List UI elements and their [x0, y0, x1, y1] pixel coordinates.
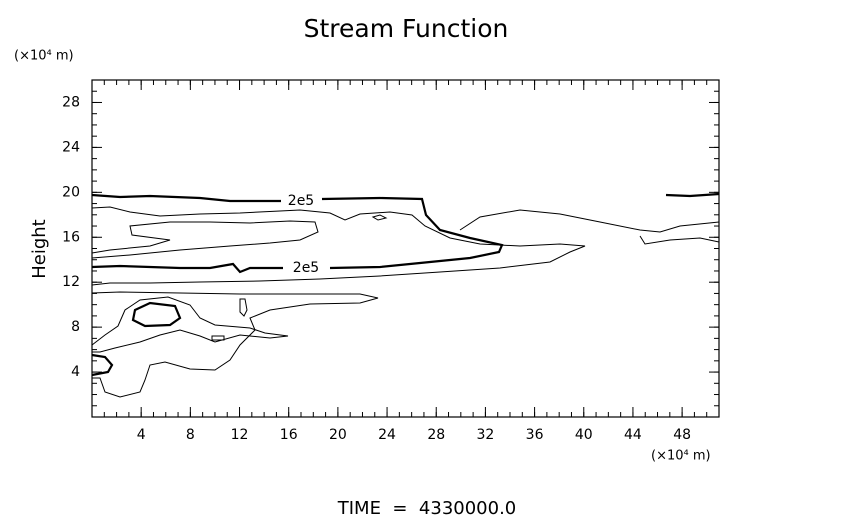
contour-line [459, 209, 720, 233]
plot-frame [91, 79, 720, 418]
contour-line [91, 296, 289, 353]
contour-label: 2e5 [288, 193, 314, 209]
contour-line [91, 220, 319, 259]
contour-line [91, 193, 504, 274]
contour-line [91, 206, 586, 286]
x-tick-label: 8 [186, 427, 195, 443]
x-tick-label: 12 [231, 427, 249, 443]
x-tick-label: 32 [476, 427, 494, 443]
x-unit: (×10⁴ m) [651, 449, 711, 464]
contours-level: 2e5 2e5 [91, 192, 720, 377]
y-tick-label: 20 [62, 184, 80, 200]
y-tick-label: 4 [71, 364, 80, 380]
contour-line [91, 353, 114, 377]
contour-line [665, 192, 720, 198]
contour-line [371, 214, 388, 221]
footer: TIME = 4330000.0 [337, 498, 517, 519]
y-tick-label: 28 [62, 94, 80, 110]
y-unit: (×10⁴ m) [14, 49, 74, 64]
x-tick-label: 4 [137, 427, 146, 443]
contour-label: 2e5 [293, 260, 319, 276]
x-tick-label: 36 [526, 427, 544, 443]
x-tick-label: 28 [427, 427, 445, 443]
x-tick-label: 24 [378, 427, 396, 443]
y-tick-label: 12 [62, 274, 80, 290]
y-tick-label: 16 [62, 229, 80, 245]
contours [91, 206, 720, 398]
y-tick-label: 8 [71, 319, 80, 335]
x-tick-label: 20 [329, 427, 347, 443]
contour-line [239, 298, 248, 317]
y-axis-label: Height [29, 219, 50, 279]
x-tick-label: 16 [280, 427, 298, 443]
y-tick-label: 24 [62, 139, 80, 155]
x-tick-label: 40 [575, 427, 593, 443]
x-tick-label: 48 [673, 427, 691, 443]
x-tick-label: 44 [624, 427, 642, 443]
contour-line [131, 301, 182, 328]
contour-line [639, 235, 720, 245]
contour-line [91, 291, 379, 398]
contour-line [211, 335, 225, 341]
chart-title: Stream Function [304, 14, 509, 43]
